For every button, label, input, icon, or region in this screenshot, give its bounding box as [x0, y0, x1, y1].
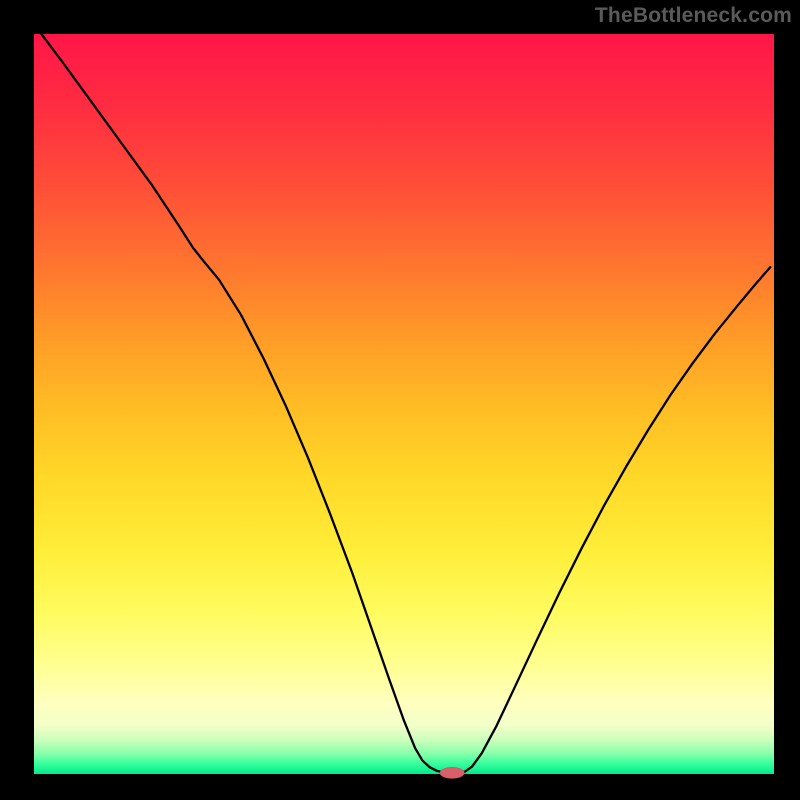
- plot-background: [34, 34, 774, 774]
- minimum-marker: [440, 767, 464, 778]
- chart-svg: [0, 0, 800, 800]
- stage: TheBottleneck.com: [0, 0, 800, 800]
- watermark-text: TheBottleneck.com: [595, 4, 792, 28]
